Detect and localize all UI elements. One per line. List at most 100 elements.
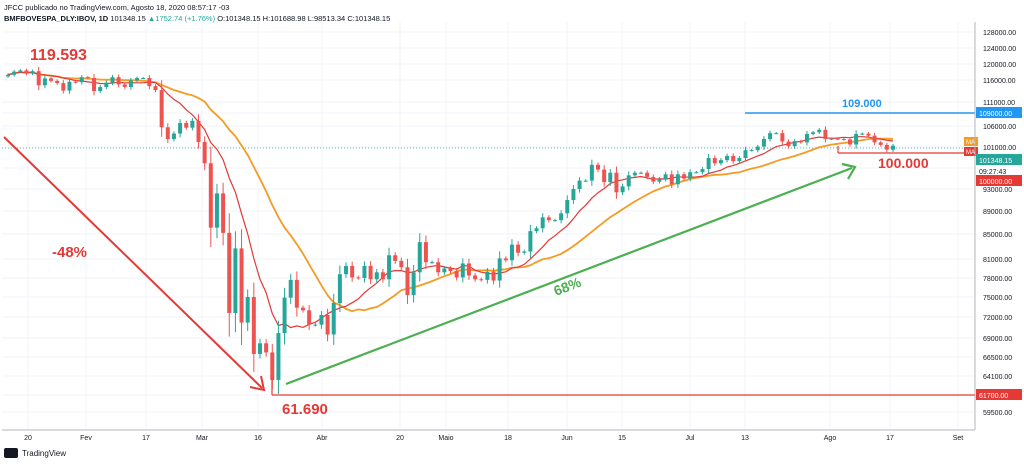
ma-fast-tag: MA [966,150,975,156]
ma-slow-tag-bg [964,137,978,146]
chart-grid [2,22,975,430]
candle-body [214,193,219,228]
candle-body [122,84,127,88]
candle-body [872,135,877,143]
candle-body [718,160,723,164]
moving-averages [7,71,894,329]
support-100k-price-tag-bg [976,175,1022,186]
y-tick-label: 66500.00 [983,355,1012,362]
candle-body [552,220,557,222]
candle-body [116,77,121,85]
candle-body [534,228,539,232]
downtrend-arrowhead [249,375,266,392]
x-tick-label: Mar [196,435,209,442]
candle-body [350,265,355,278]
candle-body [866,133,871,136]
countdown-tag: 09:27:43 [979,169,1006,176]
y-tick-label: 111000.00 [983,100,1015,107]
candle-body [98,87,103,91]
candle-body [282,297,287,334]
candle-body [761,139,766,147]
candle-body [485,271,490,280]
candle-body [583,180,588,182]
candle-body [663,174,668,180]
candle-body [700,169,705,173]
candle-body [497,258,502,281]
candle-body [319,315,324,325]
candle-body [479,279,484,281]
candle-body [362,265,367,278]
candle-body [301,307,305,311]
candle-body [546,217,551,221]
candle-body [276,333,281,380]
y-tick-label: 81000.00 [983,257,1012,264]
candle-body [344,265,349,275]
candle-body [503,258,508,261]
candle-body [798,141,803,143]
candle-body [829,138,834,140]
candle-body [755,146,760,151]
resistance-price-tag-bg [976,107,1022,118]
candle-body [257,343,262,354]
candle-body [270,352,275,380]
candle-body [768,133,773,140]
price-axis: 128000.00 124000.00 120000.00 116000.00 1110… [974,22,1022,430]
x-tick-label: 13 [741,435,749,442]
y-tick-label: 93000.00 [983,187,1012,194]
candle-body [491,271,496,281]
resistance-price-tag: 109000.00 [979,111,1012,118]
candle-body [891,145,895,150]
candle-body [141,78,146,79]
current-price-tag-bg [976,154,1022,165]
candle-body [675,174,680,185]
candle-body [632,172,637,176]
candle-body [288,279,293,298]
candle-body [473,275,478,280]
candle-body [313,324,318,326]
candle-body [884,144,889,150]
footer: TradingView [4,448,66,458]
candle-body [307,310,312,325]
candle-body [436,262,441,273]
candle-body [12,71,17,75]
candle-body [786,141,791,147]
x-tick-label: Abr [317,435,329,442]
candle-body [55,80,60,84]
candle-body [417,242,422,273]
x-tick-label: 17 [142,435,150,442]
candle-body [85,77,90,79]
drawings: 109.000 100.000 61.690 119.593 -48% 68% MA MA [3,47,978,418]
candle-body [92,78,97,91]
candle-body [159,90,164,128]
x-tick-label: Jul [686,435,695,442]
candle-body [516,244,521,253]
candle-body [860,133,865,135]
candle-body [694,172,699,174]
x-tick-label: 18 [504,435,512,442]
support-100k-price-tag: 100000.00 [979,179,1012,186]
candle-body [841,139,846,141]
high-label: 119.593 [30,47,87,64]
rise-label: 68% [551,274,583,299]
y-tick-label: 78000.00 [983,276,1012,283]
candle-body [423,242,428,263]
x-tick-label: 17 [886,435,894,442]
x-tick-label: 16 [254,435,262,442]
candle-body [442,268,447,273]
candle-body [36,71,41,86]
y-tick-label: 85000.00 [983,232,1012,239]
downtrend-line [3,136,263,389]
candle-body [522,251,527,253]
x-tick-label: Set [953,435,964,442]
ma-fast-line [7,71,894,329]
candle-body [854,133,859,145]
candle-body [620,186,625,193]
y-tick-label: 106000.00 [983,124,1016,131]
price-chart[interactable]: 109.000 100.000 61.690 119.593 -48% 68% MA MA 1… [0,0,1024,448]
candles [6,66,895,395]
candle-body [688,172,693,179]
candle-body [559,213,564,221]
candle-body [540,217,545,229]
candle-body [251,297,256,354]
candle-body [817,129,822,133]
